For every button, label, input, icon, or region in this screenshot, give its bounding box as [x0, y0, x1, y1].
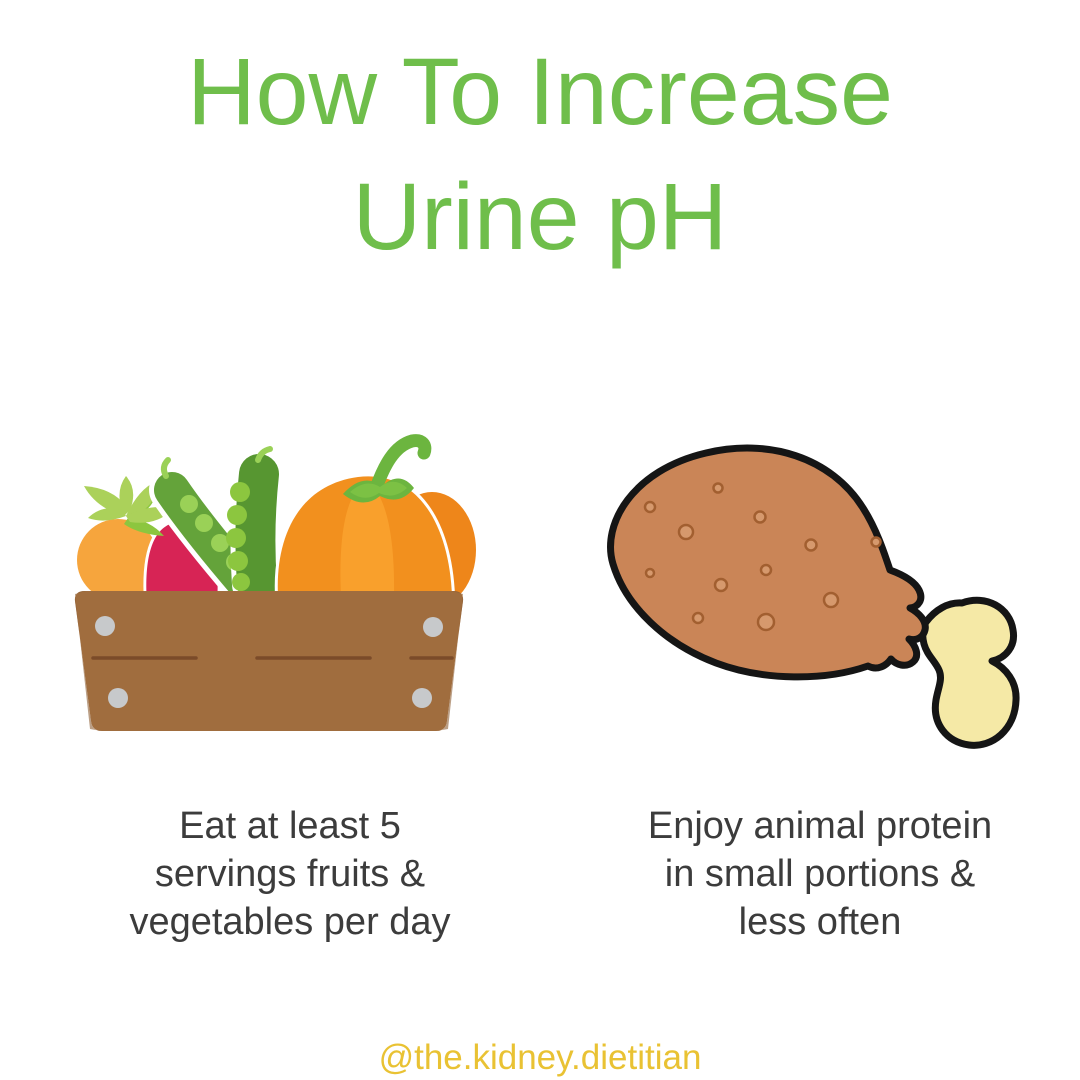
drumstick-meat: [607, 444, 929, 681]
vegetable-crate-illustration: [74, 434, 479, 731]
chicken-drumstick-illustration: [607, 444, 1020, 749]
wooden-crate: [74, 591, 464, 731]
caption-line: less often: [738, 901, 902, 943]
pea-pod-2: [226, 446, 284, 609]
caption-line: in small portions &: [664, 853, 976, 895]
tomato-leaves: [84, 476, 172, 536]
crate-nails: [95, 616, 443, 708]
caption-fruits-vegetables: Eat at least 5 servings fruits & vegetab…: [60, 802, 520, 946]
drumstick-bone: [919, 596, 1020, 749]
caption-line: servings fruits &: [154, 853, 426, 895]
tomato: [77, 519, 159, 601]
meat-speckles: [643, 482, 882, 632]
instagram-handle: @the.kidney.dietitian: [378, 1038, 702, 1077]
caption-line: vegetables per day: [129, 901, 451, 943]
title-line-2: Urine pH: [352, 164, 728, 270]
animal-protein-figure: [588, 430, 1040, 775]
caption-line: Eat at least 5: [179, 805, 401, 847]
caption-animal-protein: Enjoy animal protein in small portions &…: [586, 802, 1054, 946]
pumpkin: [274, 434, 479, 611]
pumpkin-calyx: [343, 478, 414, 503]
pumpkin-stem: [369, 434, 432, 495]
fruits-vegetables-figure: [60, 430, 500, 775]
caption-line: Enjoy animal protein: [647, 805, 993, 847]
page-title: How To Increase Urine pH: [0, 30, 1080, 280]
title-line-1: How To Increase: [187, 39, 893, 145]
